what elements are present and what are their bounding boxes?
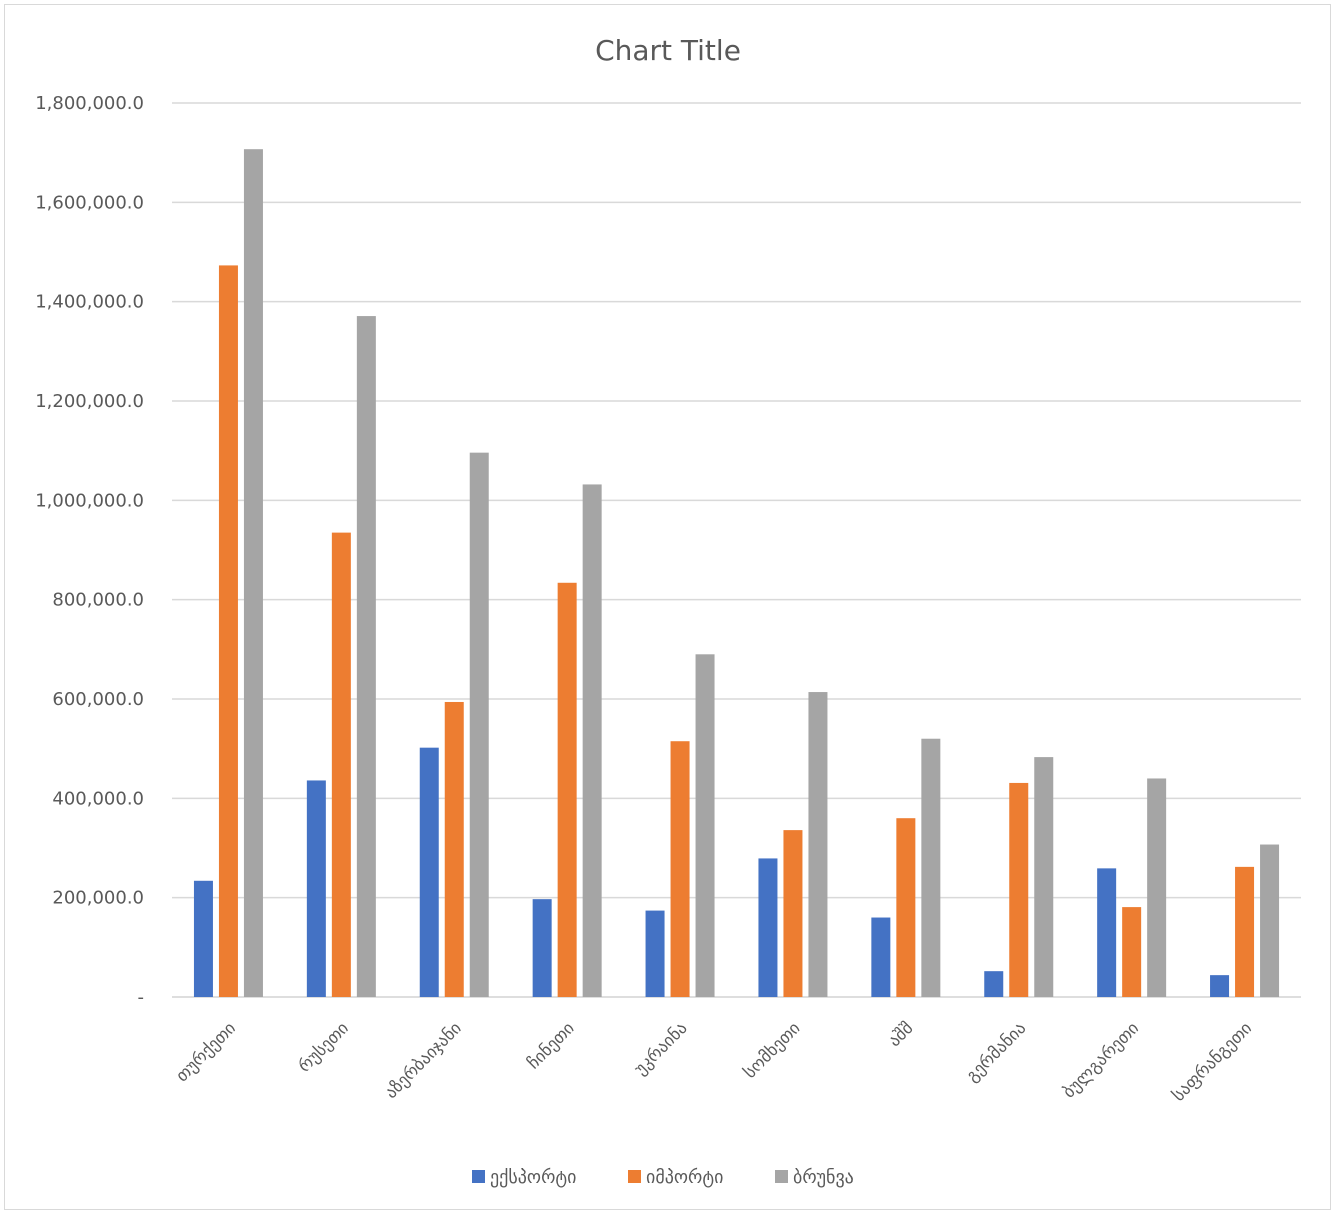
x-tick-label: ბულგარეთი [1059, 1018, 1143, 1102]
bar [218, 265, 238, 997]
legend-label: ექსპორტი [490, 1167, 576, 1188]
x-tick-label: სომხეთი [740, 1018, 804, 1082]
y-tick-label: 1,000,000.0 [35, 490, 144, 511]
bar [582, 484, 602, 997]
y-tick-label: 1,800,000.0 [35, 93, 144, 114]
bar [1147, 778, 1167, 997]
bar [645, 910, 665, 997]
bar [758, 858, 778, 997]
x-tick-label: ჩინეთი [524, 1018, 579, 1073]
chart-title: Chart Title [595, 34, 741, 67]
x-axis-labels: თურქეთი რუსეთი აზერბაიჯანი ჩინეთი უკრაინა სომ… [172, 1018, 1256, 1105]
bar [356, 316, 376, 997]
x-tick-label: უკრაინა [631, 1018, 692, 1079]
y-tick-label: 800,000.0 [52, 590, 144, 611]
legend-label: იმპორტი [646, 1167, 723, 1188]
y-axis-ticks: - 200,000.0 400,000.0 600,000.0 800,000.0 1,0… [35, 93, 144, 1008]
y-tick-label: - [138, 987, 145, 1008]
legend: ექსპორტი იმპორტი ბრუნვა [472, 1167, 854, 1188]
bars [193, 149, 1280, 997]
legend-swatch [628, 1170, 641, 1183]
x-tick-label: გერმანია [962, 1018, 1030, 1086]
bar [444, 701, 464, 997]
bar [306, 780, 326, 997]
bar [871, 917, 891, 997]
legend-swatch [472, 1170, 485, 1183]
bar [1210, 975, 1230, 997]
x-tick-label: აშშ [885, 1018, 918, 1051]
bar [1009, 782, 1029, 997]
bar [921, 738, 941, 997]
y-tick-label: 1,200,000.0 [35, 391, 144, 412]
bar [331, 532, 351, 997]
bar [193, 880, 213, 997]
bar [1260, 844, 1280, 997]
bar [896, 818, 916, 997]
y-tick-label: 400,000.0 [52, 788, 144, 809]
bar [1122, 907, 1142, 997]
x-tick-label: საფრანგეთი [1169, 1018, 1256, 1105]
y-tick-label: 1,400,000.0 [35, 292, 144, 313]
bar [783, 830, 803, 997]
y-tick-label: 600,000.0 [52, 689, 144, 710]
bar [1097, 868, 1117, 997]
bar [557, 582, 577, 997]
y-tick-label: 200,000.0 [52, 888, 144, 909]
x-tick-label: რუსეთი [295, 1018, 353, 1076]
bar [1235, 866, 1255, 997]
bar [670, 741, 690, 997]
bar [1034, 757, 1054, 997]
bar [469, 452, 489, 997]
y-tick-label: 1,600,000.0 [35, 192, 144, 213]
bar [243, 149, 263, 997]
x-tick-label: აზერბაიჯანი [381, 1018, 466, 1103]
bar [532, 899, 552, 997]
bar [808, 692, 828, 997]
legend-swatch [775, 1170, 788, 1183]
bar [695, 654, 715, 997]
legend-label: ბრუნვა [793, 1167, 854, 1188]
bar [984, 971, 1004, 997]
x-tick-label: თურქეთი [172, 1018, 240, 1086]
bar [419, 747, 439, 997]
